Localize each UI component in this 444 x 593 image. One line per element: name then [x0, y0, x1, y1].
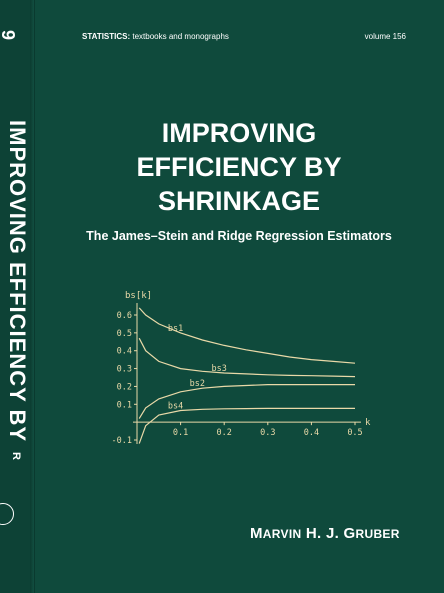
series-line-bs2: [138, 384, 355, 419]
book-subtitle: The James–Stein and Ridge Regression Est…: [86, 229, 392, 243]
series-label-bs3: bs3: [211, 364, 226, 374]
series-label-bs2: bs2: [190, 379, 205, 389]
author-last-initial: G: [343, 525, 356, 542]
x-tick-label: 0.2: [217, 428, 232, 438]
shrinkage-plot: bs[k] k -0.1 0.1 0.2 0.3 0.4 0.5 0.6 0.1 0.2 0.3 0.4…: [112, 291, 371, 446]
spine-title: IMPROVING EFFICIENCY BY: [5, 120, 30, 443]
x-tick-label: 0.5: [347, 428, 362, 438]
series-label: STATISTICS:: [82, 32, 131, 41]
series-rest: textbooks and monographs: [130, 32, 229, 41]
author-name: MARVIN H. J. GRUBER: [250, 525, 400, 542]
series-label-bs4: bs4: [168, 402, 183, 412]
author-middle: H. J.: [301, 525, 344, 542]
title-line-1: IMPROVING: [161, 118, 317, 148]
spine-author: R: [10, 452, 22, 460]
volume-number: volume 156: [364, 32, 406, 41]
book-title: IMPROVING EFFICIENCY BY SHRINKAGE: [34, 116, 444, 218]
series-line-bs3: [138, 337, 356, 378]
series-line-bs1: [138, 307, 356, 364]
y-tick-label: 0.3: [117, 365, 132, 375]
series-label-bs1: bs1: [168, 324, 183, 334]
publisher-logo-icon: [0, 503, 14, 525]
series-line-bs4: [138, 407, 355, 444]
y-tick-label: 0.4: [117, 347, 132, 357]
x-tick-label: 0.3: [260, 428, 275, 438]
x-tick-label: 0.1: [173, 428, 188, 438]
book-spine: 9 IMPROVING EFFICIENCY BY R: [0, 0, 35, 593]
spine-edge: [30, 0, 34, 593]
y-tick-label: 0.6: [117, 311, 132, 321]
title-line-2: EFFICIENCY BY: [136, 152, 342, 182]
author-last-rest: RUBER: [355, 527, 400, 541]
y-tick-label: -0.1: [112, 436, 132, 446]
y-tick-label: 0.2: [117, 382, 132, 392]
x-tick-label: 0.4: [304, 428, 319, 438]
spine-volume-number: 9: [0, 30, 18, 41]
author-first-initial: M: [250, 525, 263, 542]
y-tick-label: 0.1: [117, 400, 132, 410]
author-first-rest: ARVIN: [262, 527, 302, 541]
y-tick-label: 0.5: [117, 329, 132, 339]
series-name: STATISTICS: textbooks and monographs: [82, 32, 229, 41]
y-axis-label: bs[k]: [125, 291, 152, 301]
x-axis-label: k: [365, 418, 371, 428]
title-line-3: SHRINKAGE: [157, 186, 320, 216]
